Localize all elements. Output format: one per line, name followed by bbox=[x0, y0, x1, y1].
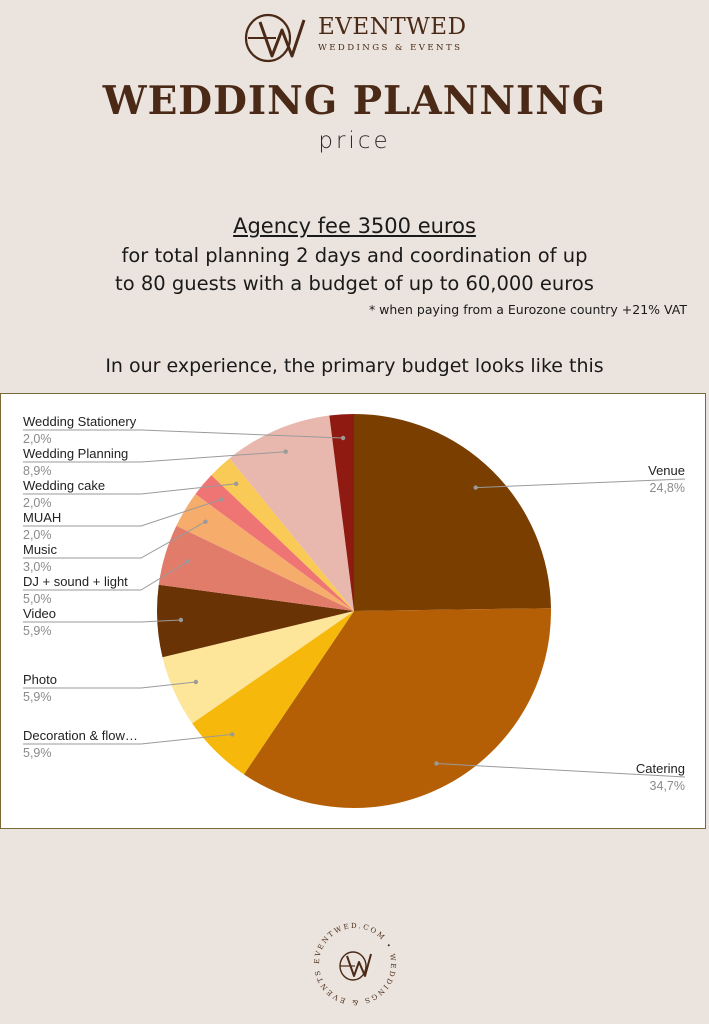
budget-intro: In our experience, the primary budget lo… bbox=[105, 355, 604, 377]
slice-value: 5,9% bbox=[23, 690, 52, 704]
slice-value: 24,8% bbox=[650, 481, 685, 495]
slice-value: 5,0% bbox=[23, 592, 52, 606]
pie-slice bbox=[329, 414, 354, 611]
pie-slice bbox=[229, 415, 354, 611]
leader-line bbox=[23, 499, 222, 527]
slice-value: 5,9% bbox=[23, 746, 52, 760]
page-subtitle: price bbox=[318, 128, 391, 154]
pie-slice bbox=[195, 475, 354, 611]
slice-value: 8,9% bbox=[23, 464, 52, 478]
slice-label: Photo bbox=[23, 672, 57, 687]
leader-dot bbox=[203, 519, 208, 524]
pie-slice bbox=[211, 458, 354, 611]
slice-label: Venue bbox=[648, 463, 685, 478]
slice-label: MUAH bbox=[23, 510, 61, 525]
slice-value: 34,7% bbox=[650, 779, 685, 793]
pie-slice bbox=[243, 608, 551, 809]
leader-dot bbox=[219, 497, 224, 502]
brand-tagline: WEDDINGS & EVENTS bbox=[318, 43, 463, 53]
leader-dot bbox=[178, 617, 184, 623]
leader-line bbox=[23, 619, 181, 623]
slice-value: 2,0% bbox=[23, 496, 52, 510]
leader-line bbox=[23, 429, 344, 439]
leader-dot bbox=[234, 481, 239, 486]
slice-label: Music bbox=[23, 542, 57, 557]
leader-line bbox=[23, 521, 206, 559]
slice-label: Decoration & flow… bbox=[23, 728, 138, 743]
leader-dot bbox=[230, 732, 235, 737]
slice-label: Wedding cake bbox=[23, 478, 105, 493]
offer-line-2: to 80 guests with a budget of up to 60,0… bbox=[115, 272, 594, 295]
pie-slice bbox=[176, 494, 354, 611]
leader-line bbox=[23, 681, 196, 689]
budget-pie-chart: Wedding Stationery 2,0% Wedding Planning 8,… bbox=[0, 393, 706, 829]
leader-dot bbox=[340, 435, 346, 441]
leader-line bbox=[436, 763, 686, 778]
slice-label: Catering bbox=[636, 761, 685, 776]
slice-value: 3,0% bbox=[23, 560, 52, 574]
pie-slice bbox=[156, 584, 354, 658]
leader-dot bbox=[434, 761, 439, 766]
leader-dot bbox=[473, 485, 478, 490]
offer-description: for total planning 2 days and coordinati… bbox=[30, 242, 679, 298]
brand-text: EVENTWED WEDDINGS & EVENTS bbox=[318, 14, 467, 54]
brand-name: EVENTWED bbox=[318, 14, 467, 40]
slice-value: 5,9% bbox=[23, 624, 52, 638]
vat-note: * when paying from a Eurozone country +2… bbox=[368, 302, 687, 317]
slice-value: 2,0% bbox=[23, 528, 52, 542]
leader-line bbox=[475, 478, 686, 489]
pie-slice bbox=[158, 525, 354, 611]
slice-label: Video bbox=[23, 606, 56, 621]
monogram-icon bbox=[244, 13, 306, 63]
pie-slice bbox=[354, 414, 551, 611]
agency-fee: Agency fee 3500 euros bbox=[233, 214, 476, 238]
leader-dot bbox=[193, 679, 199, 685]
leader-line bbox=[23, 451, 286, 463]
leader-dot bbox=[185, 559, 191, 564]
offer-line-1: for total planning 2 days and coordinati… bbox=[121, 244, 588, 267]
leader-line bbox=[23, 733, 233, 745]
footer-seal-icon: EVENTWED.COM • WEDDINGS & EVENTS • bbox=[309, 918, 397, 1006]
leader-line bbox=[23, 483, 237, 495]
brand-logo: EVENTWED WEDDINGS & EVENTS bbox=[0, 8, 709, 64]
page-title: WEDDING PLANNING bbox=[102, 78, 607, 124]
leader-dot bbox=[283, 449, 288, 454]
leader-line bbox=[23, 560, 189, 591]
pie-slice bbox=[162, 611, 354, 724]
slice-label: Wedding Planning bbox=[23, 446, 128, 461]
slice-label: Wedding Stationery bbox=[23, 414, 137, 429]
slice-value: 2,0% bbox=[23, 432, 52, 446]
svg-text:EVENTWED.COM • WEDDINGS & EVEN: EVENTWED.COM • WEDDINGS & EVENTS • bbox=[309, 918, 397, 1006]
slice-label: DJ + sound + light bbox=[23, 574, 128, 589]
